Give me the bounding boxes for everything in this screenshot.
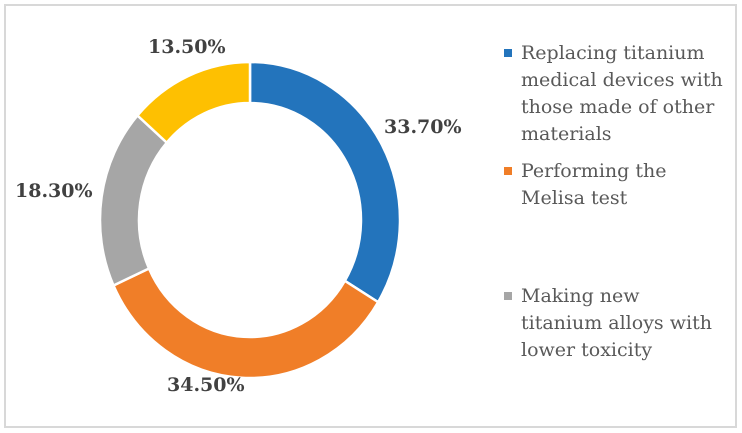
legend-item-melisa-test: Performing the Melisa test xyxy=(504,158,724,212)
legend-label: Replacing titanium medical devices with … xyxy=(521,42,723,145)
percent-label-orange-slice: 34.50% xyxy=(167,374,245,396)
legend-label: Performing the Melisa test xyxy=(521,160,667,209)
percent-label-yellow-slice: 13.50% xyxy=(148,36,226,58)
percent-label-blue-slice: 33.70% xyxy=(384,116,462,138)
legend-item-replacing-devices: Replacing titanium medical devices with … xyxy=(504,40,724,148)
legend-label: Making new titanium alloys with lower to… xyxy=(521,285,712,361)
legend-swatch-blue-icon xyxy=(504,49,512,57)
percent-label-gray-slice: 18.30% xyxy=(15,180,93,202)
legend-item-new-alloys: Making new titanium alloys with lower to… xyxy=(504,283,724,364)
donut-slice xyxy=(112,267,380,380)
donut-slice xyxy=(136,60,252,144)
donut-slice xyxy=(98,114,168,287)
donut-slice xyxy=(248,60,402,304)
legend-swatch-gray-icon xyxy=(504,292,512,300)
legend-swatch-orange-icon xyxy=(504,167,512,175)
